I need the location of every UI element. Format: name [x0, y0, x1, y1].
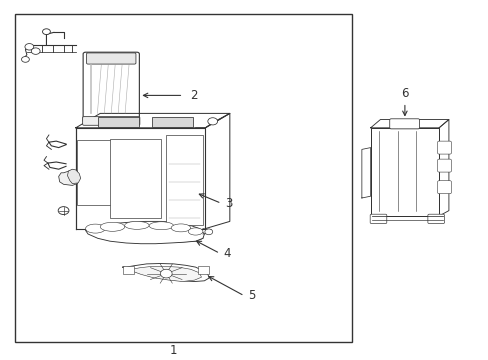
Ellipse shape — [85, 224, 105, 233]
Bar — [123, 266, 134, 274]
FancyBboxPatch shape — [389, 119, 419, 129]
Circle shape — [207, 118, 217, 125]
FancyBboxPatch shape — [86, 53, 136, 64]
Polygon shape — [85, 229, 203, 242]
Text: 5: 5 — [247, 289, 255, 302]
Text: 3: 3 — [224, 197, 232, 210]
Ellipse shape — [149, 222, 173, 230]
Text: 6: 6 — [400, 87, 408, 100]
FancyBboxPatch shape — [427, 214, 444, 224]
Bar — [370, 128, 438, 216]
Bar — [166, 135, 203, 225]
Circle shape — [204, 229, 212, 235]
Bar — [151, 117, 193, 127]
FancyBboxPatch shape — [437, 141, 450, 154]
Polygon shape — [129, 266, 201, 282]
Polygon shape — [67, 169, 81, 184]
Bar — [98, 117, 139, 127]
Ellipse shape — [171, 224, 190, 232]
FancyBboxPatch shape — [82, 117, 140, 125]
Circle shape — [160, 269, 172, 278]
Bar — [110, 139, 161, 218]
Circle shape — [25, 44, 34, 50]
Text: 2: 2 — [189, 89, 197, 102]
Text: 1: 1 — [169, 344, 177, 357]
Circle shape — [42, 29, 50, 35]
FancyBboxPatch shape — [83, 52, 139, 122]
Polygon shape — [59, 170, 77, 185]
Text: 4: 4 — [223, 247, 230, 260]
Circle shape — [31, 48, 40, 54]
FancyBboxPatch shape — [369, 214, 386, 224]
Ellipse shape — [188, 228, 203, 235]
Polygon shape — [122, 264, 209, 282]
FancyBboxPatch shape — [437, 181, 450, 194]
Bar — [77, 140, 114, 205]
Circle shape — [21, 57, 29, 62]
Ellipse shape — [100, 222, 124, 231]
FancyBboxPatch shape — [437, 159, 450, 172]
Bar — [198, 266, 208, 274]
Ellipse shape — [124, 221, 149, 229]
Bar — [15, 14, 351, 342]
Circle shape — [58, 207, 69, 215]
Polygon shape — [85, 221, 204, 244]
